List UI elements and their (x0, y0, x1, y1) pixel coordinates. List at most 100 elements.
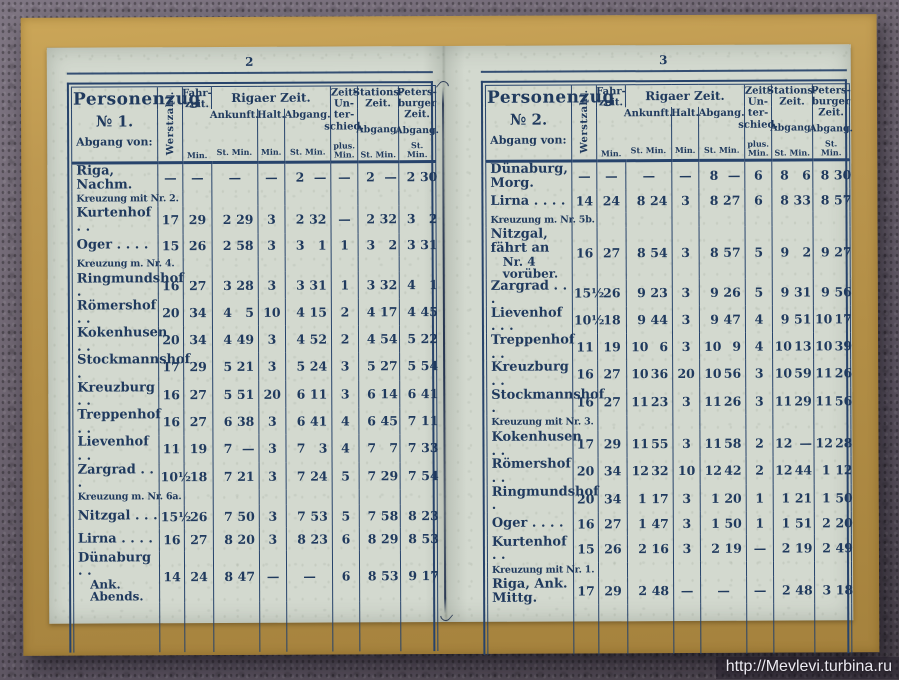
station-row: Ringmundshof . 16 27 3 28 3 3 31 1 3 32 4 1 (72, 270, 438, 300)
cell-abgang: 8 27 (698, 188, 745, 213)
cell-petersburger: 2 20 (814, 511, 853, 535)
cell-zeitunterschied: 6 (332, 527, 360, 551)
cell-ankunft: 11 55 (626, 429, 674, 458)
cell-werst: 15½ (159, 504, 191, 529)
cell-halt: 3 (257, 206, 286, 234)
cell-fahrzeit: 34 (183, 298, 213, 327)
cell-werst: 15½ (572, 278, 604, 307)
cell-halt: 3 (673, 484, 701, 512)
cell-station: Lirna . . . . (77, 531, 153, 548)
cell-fahrzeit: — (182, 162, 212, 192)
station-row: Riga, Nachm. — — — —2— —2—2 30 (72, 161, 437, 192)
cell-petersburger: 3 18 (814, 576, 853, 604)
cell-abgang: 8 23 (286, 527, 333, 551)
column-header-petersburger: Peters- burger Zeit. Abgang. St. Min. (809, 83, 853, 160)
cell-zeitunterschied: 5 (332, 461, 360, 490)
cell-ankunft (626, 414, 673, 431)
cell-stationszeit: 11 29 (772, 387, 814, 415)
cell-werst: 16 (573, 512, 599, 536)
cell-abgang: 4 15 (285, 298, 332, 326)
cell-stationszeit: 10 59 (772, 359, 814, 388)
cell-station: Kreuzburg . . (77, 379, 155, 409)
cell-station: Treppenhof . . (77, 407, 161, 437)
station-row: Stockmannshof . 17 29 5 21 3 5 24 3 5 27 5 54 (73, 352, 438, 382)
cell-petersburger: 10 39 (813, 332, 852, 360)
cell-zeitunterschied: 4 (331, 407, 359, 435)
cell-fahrzeit: 34 (598, 457, 628, 485)
crossing-note-row: Kreuzung m. Nr. 6a. (73, 488, 438, 506)
cell-werst: 15 (573, 535, 599, 563)
cell-halt: — (673, 577, 701, 605)
cell-stationszeit (773, 561, 815, 577)
station-row: Lirna . . . . 14 24 8 24 3 8 27 6 8 33 8 57 (486, 188, 851, 214)
cell-halt: 3 (258, 353, 286, 381)
column-header-train: Personenzug № 2. Abgang von: (485, 84, 615, 162)
cell-ankunft: 8 47 (213, 550, 260, 603)
cell-station: Kokenhusen . . (76, 325, 168, 355)
column-header-abgang: Abgang. St. Min. (698, 106, 745, 161)
station-row: Lievenhof . . . 10½ 18 9 44 3 9 47 4 9 51 10 17 (486, 305, 852, 334)
cell-fahrzeit: 29 (598, 577, 628, 605)
cell-stationszeit (359, 489, 401, 505)
rule-extension (184, 602, 214, 653)
cell-abgang: 5 24 (285, 352, 332, 381)
cell-halt: 3 (671, 189, 699, 213)
column-header-stationszeit: Stations- Zeit. Abgang. St. Min. (353, 85, 403, 162)
cell-station: Kurtenhof . . (491, 534, 567, 564)
cell-ankunft: — (211, 162, 258, 192)
cell-halt: 3 (258, 407, 286, 436)
cell-station: Stockmannshof . (77, 352, 191, 382)
cell-stationszeit: 6 45 (358, 407, 400, 435)
cell-petersburger: 1 12 (814, 456, 853, 484)
cell-petersburger: 8 30 (812, 159, 851, 189)
station-row: Dünaburg . . Ank. Abends. 14 24 8 47— —6 8 53 9 17 (73, 549, 439, 604)
cell-stationszeit: 2 19 (773, 534, 815, 562)
cell-petersburger (399, 255, 437, 271)
rule-extension (627, 604, 674, 655)
cell-halt: 3 (259, 462, 287, 490)
station-row: Treppenhof . . 11 19 10 6 3 10 9 4 10 13 10 39 (486, 332, 852, 362)
column-header-train: Personenzug № 1. Abgang von: (71, 86, 201, 164)
cell-zeitunterschied: 6 (332, 550, 360, 602)
column-header-abgang: Abgang. St. Min. (284, 108, 331, 163)
cell-ankunft (625, 212, 673, 228)
station-row: Kurtenhof . . 17 29 2 29 3 2 32—2 32 3 2 (72, 205, 438, 235)
cell-zeitunterschied: 2 (331, 298, 359, 326)
rule-extension (573, 604, 599, 655)
cell-stationszeit: 10 13 (772, 332, 814, 360)
station-row: Oger . . . . 16 27 1 47 3 1 50 1 1 51 2 20 (487, 511, 853, 536)
cell-station: Römershof . . (76, 298, 157, 328)
cell-halt (673, 562, 701, 578)
cell-fahrzeit: 24 (596, 189, 626, 213)
cell-station: Nitzgal . . . (77, 508, 158, 525)
cell-petersburger: 2 49 (814, 534, 853, 562)
rule-extension (598, 604, 628, 655)
cell-ankunft: 10 36 (626, 360, 673, 388)
cell-petersburger (814, 561, 852, 577)
cell-werst: 14 (159, 550, 185, 603)
cell-fahrzeit: 24 (184, 550, 214, 603)
cell-abgang: 6 11 (285, 380, 332, 408)
cell-station: Ringmundshof . (76, 270, 184, 300)
station-row: Nitzgal, fährt an Nr. 4 vorüber. 16 27 8 54 3 8… (486, 226, 852, 280)
cell-fahrzeit: 19 (183, 435, 214, 463)
cell-station: Oger . . . . (76, 237, 149, 253)
cell-fahrzeit: 27 (597, 360, 627, 389)
cell-petersburger: 10 17 (813, 305, 852, 333)
page-number: 2 (245, 54, 255, 69)
cell-fahrzeit (183, 256, 213, 272)
rule-extension (746, 603, 774, 655)
cell-stationszeit: 8 33 (771, 188, 813, 212)
cell-zeitunterschied: — (746, 576, 774, 605)
cell-zeitunterschied: 4 (331, 434, 360, 463)
cell-zeitunterschied: — (330, 161, 358, 191)
cell-werst: 20 (158, 299, 184, 327)
cell-fahrzeit (597, 415, 627, 431)
cell-halt (257, 191, 285, 207)
cell-petersburger: 7 11 (399, 407, 438, 435)
cell-petersburger: 5 54 (399, 352, 438, 380)
cell-petersburger: 9 27 (813, 226, 852, 278)
cell-zeitunterschied: 2 (745, 429, 774, 457)
